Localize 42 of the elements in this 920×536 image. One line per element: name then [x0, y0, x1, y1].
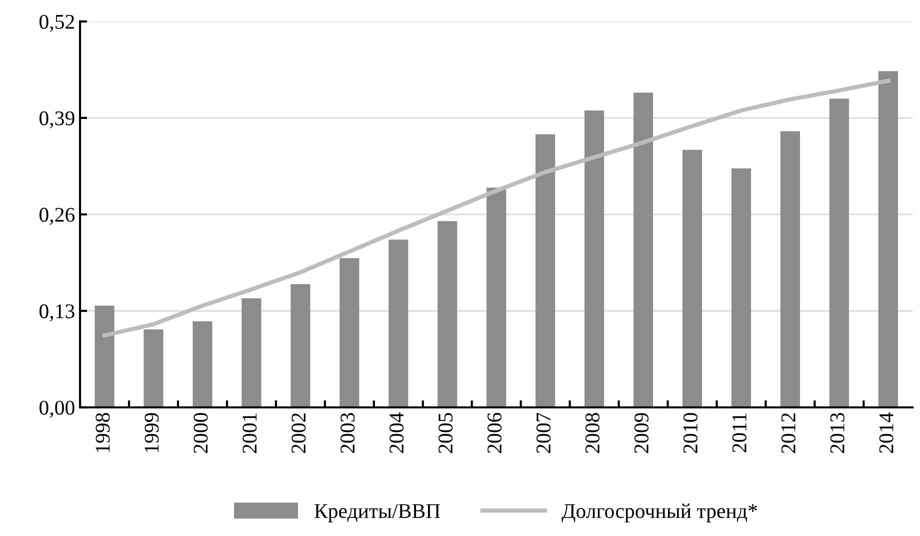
y-tick-label: 0,00: [40, 400, 74, 418]
bar: [388, 240, 408, 408]
x-tick-label: 1998: [96, 413, 110, 452]
bar: [290, 284, 310, 408]
x-tick-label: 2007: [536, 412, 551, 453]
legend-label: Кредиты/ВВП: [314, 504, 440, 522]
bar: [682, 150, 702, 408]
x-tick-label: 2014: [879, 412, 894, 453]
bar: [94, 306, 114, 408]
bar: [486, 188, 506, 408]
bar: [633, 92, 654, 408]
y-tick-label: 0,52: [40, 14, 74, 32]
bar: [242, 298, 262, 408]
bar: [144, 329, 164, 408]
bar: [192, 321, 212, 408]
x-tick-label: 2011: [732, 413, 746, 452]
bar: [536, 134, 556, 408]
bar: [878, 71, 898, 408]
x-tick-label: 2013: [830, 413, 844, 453]
bar: [584, 110, 604, 408]
x-tick-label: 2001: [242, 413, 257, 453]
bar: [438, 221, 458, 408]
line-series: [102, 78, 890, 338]
bar: [340, 258, 360, 408]
x-tick-label: 2009: [634, 413, 648, 453]
x-tick-label: 2004: [390, 412, 404, 453]
bar: [780, 131, 800, 408]
x-tick-label: 2002: [292, 413, 306, 453]
bar: [731, 168, 752, 408]
x-tick-label: 2005: [438, 413, 453, 453]
y-tick-label: 0,13: [40, 304, 74, 322]
y-tick-label: 0,39: [40, 111, 74, 128]
x-tick-label: 2006: [487, 412, 502, 453]
x-tick-label: 1999: [144, 413, 159, 452]
x-tick-label: 2000: [194, 413, 208, 453]
x-tick-label: 2003: [340, 413, 355, 453]
legend-label: Долгосрочный тренд*: [562, 504, 757, 522]
x-tick-label: 2008: [585, 413, 600, 453]
bar: [829, 98, 849, 408]
x-tick-label: 2012: [781, 413, 796, 453]
y-tick-label: 0,26: [40, 208, 75, 225]
x-tick-label: 2010: [683, 413, 698, 453]
